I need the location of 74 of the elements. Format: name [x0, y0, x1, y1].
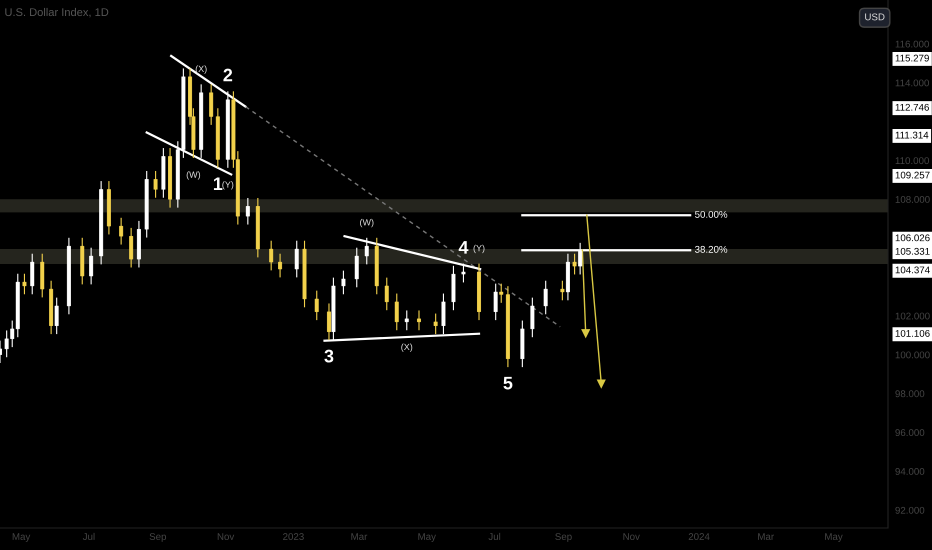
candlestick: [246, 198, 250, 225]
x-tick-label: 2024: [688, 533, 710, 540]
candlestick: [209, 84, 214, 125]
candlestick: [354, 248, 359, 288]
candlestick: [54, 298, 59, 334]
candlestick: [89, 248, 94, 284]
x-tick-label: Jul: [82, 532, 94, 540]
y-tick-label: 110.000: [896, 157, 929, 164]
candlestick: [326, 303, 331, 340]
x-tick-label: 2023: [283, 533, 304, 540]
annotation: (W): [360, 218, 374, 228]
y-tick-label: 116.000: [896, 40, 929, 48]
candlestick: [499, 284, 504, 303]
y-tick-label: 115.279: [896, 54, 929, 62]
candlestick: [294, 240, 299, 278]
candlestick: [394, 294, 399, 330]
candlestick: [494, 284, 498, 320]
annotation: (X): [196, 65, 207, 74]
text: U.S. Dollar Index, 1D: [5, 8, 108, 18]
y-tick-label: 105.331: [896, 248, 930, 255]
y-tick-label: 100.000: [896, 351, 930, 358]
annotation: 3: [324, 350, 334, 362]
y-tick-label: 92.000: [895, 506, 924, 514]
candlestick: [560, 280, 564, 300]
y-tick-label: 108.000: [896, 196, 930, 203]
x-tick-label: Jul: [488, 532, 500, 540]
candlestick: [544, 280, 548, 314]
candlestick: [434, 314, 438, 334]
annotation: (W): [186, 171, 200, 180]
x-tick-label: Nov: [623, 533, 640, 540]
candlestick: [384, 278, 389, 310]
y-tick-label: 98.000: [895, 390, 924, 398]
y-tick-label: 104.374: [896, 266, 930, 274]
x-tick-label: Mar: [758, 533, 774, 540]
candlestick: [278, 254, 282, 278]
y-tick-label: 101.106: [896, 330, 930, 337]
candlestick: [364, 238, 369, 264]
candlestick: [269, 240, 274, 270]
x-tick-label: May: [825, 533, 843, 542]
x-tick-label: Mar: [351, 533, 368, 540]
annotation: 4: [458, 241, 468, 254]
y-tick-label: 94.000: [895, 468, 924, 475]
y-tick-label: 102.000: [896, 312, 930, 320]
annotation: 1: [214, 178, 222, 190]
y-tick-label: 111.314: [896, 132, 928, 139]
y-tick-label: 106.026: [896, 234, 930, 242]
annotation: (Y): [474, 244, 484, 254]
x-tick-label: Sep: [150, 533, 166, 542]
candlestick: [572, 254, 577, 274]
y-tick-label: 114.000: [896, 79, 929, 86]
annotation: (Y): [222, 181, 234, 190]
x-tick-label: May: [12, 533, 30, 542]
candlestick: [404, 310, 409, 330]
series-label: 38.20%: [694, 246, 728, 253]
candlestick: [341, 270, 346, 294]
candlestick: [22, 274, 26, 294]
series-label: 50.00%: [695, 210, 728, 218]
y-tick-label: 96.000: [895, 429, 924, 436]
x-tick-label: Nov: [218, 533, 234, 540]
annotation: 2: [223, 68, 232, 82]
x-tick-label: Sep: [555, 533, 572, 542]
annotation: 5: [503, 376, 512, 390]
candlestick: [530, 298, 534, 338]
y-tick-label: 109.257: [896, 172, 930, 179]
candlestick: [30, 254, 34, 294]
candlestick: [154, 170, 158, 198]
x-tick-label: May: [418, 533, 436, 542]
annotation: (X): [401, 344, 412, 352]
candlestick: [129, 228, 134, 268]
candlestick: [119, 218, 124, 245]
y-tick-label: 112.746: [896, 104, 929, 111]
candlestick: [314, 290, 319, 320]
annotation: USD: [865, 13, 884, 20]
candlestick: [417, 310, 421, 330]
